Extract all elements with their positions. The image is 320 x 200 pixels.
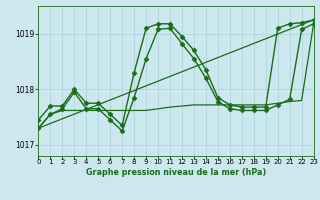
X-axis label: Graphe pression niveau de la mer (hPa): Graphe pression niveau de la mer (hPa)	[86, 168, 266, 177]
